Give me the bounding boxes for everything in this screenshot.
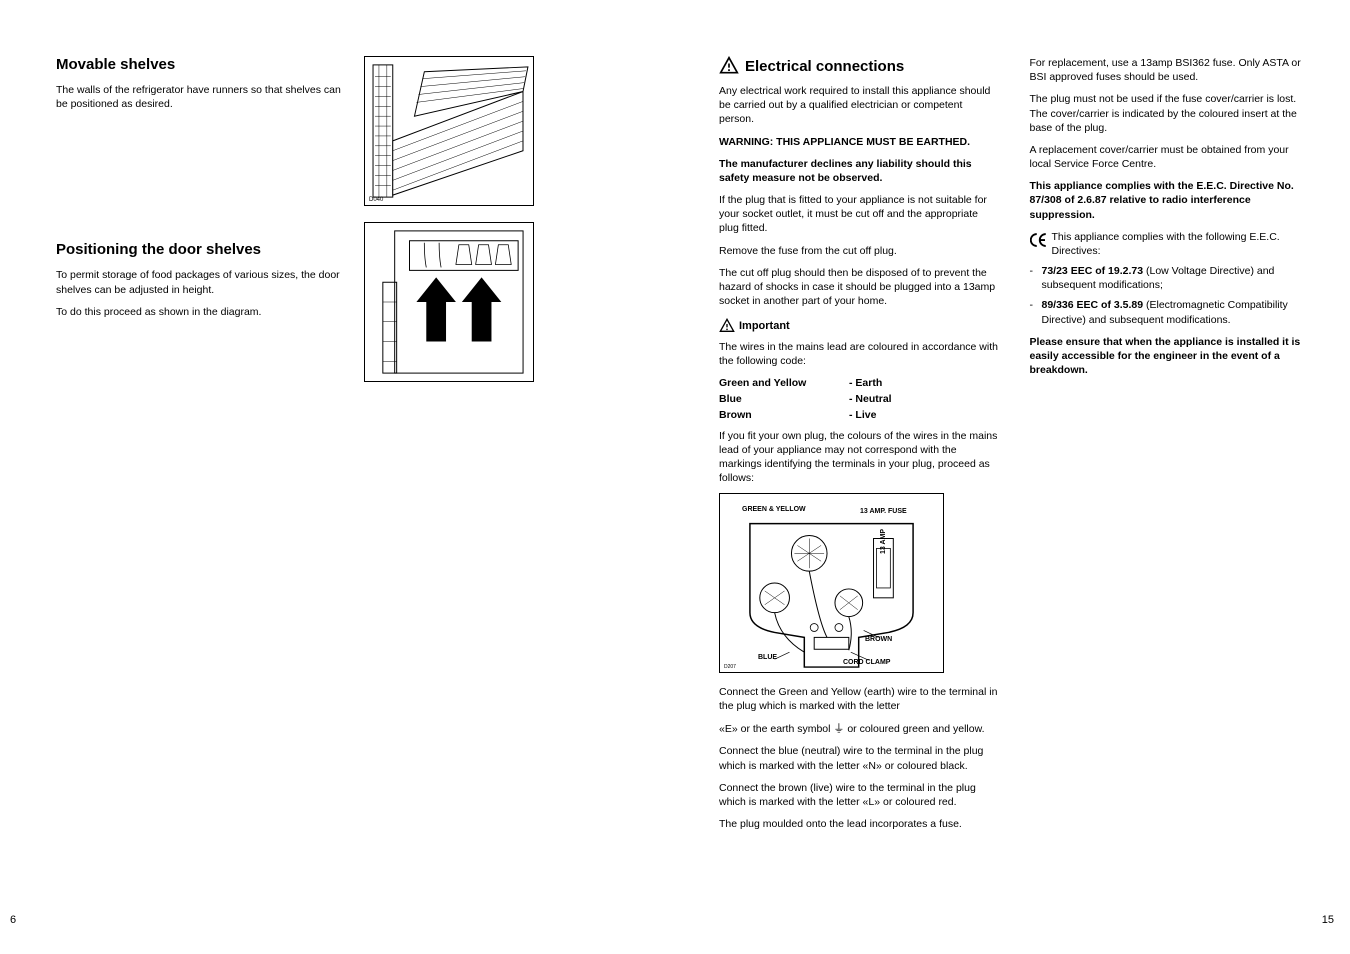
plug-code: D207 <box>724 664 736 670</box>
section2: Positioning the door shelves To permit s… <box>56 241 346 319</box>
electrical-title: Electrical connections <box>745 58 904 75</box>
plug-label-gy: GREEN & YELLOW <box>742 506 806 513</box>
ce-row: This appliance complies with the followi… <box>1030 230 1311 258</box>
page-spread: Movable shelves The walls of the refrige… <box>0 0 1350 954</box>
wire-value: - Neutral <box>849 393 892 405</box>
section1-title: Movable shelves <box>56 56 346 73</box>
ec-p2: WARNING: THIS APPLIANCE MUST BE EARTHED. <box>719 135 1000 149</box>
plug-label-fuse: 13 AMP. FUSE <box>860 508 907 515</box>
right-columns: Electrical connections Any electrical wo… <box>719 56 1310 839</box>
wire-value: - Live <box>849 409 876 421</box>
left-figure-column: D040 <box>364 56 534 394</box>
wire-color: Green and Yellow <box>719 377 849 389</box>
section2-title: Positioning the door shelves <box>56 241 346 258</box>
section1-text: The walls of the refrigerator have runne… <box>56 83 346 111</box>
plug-label-brown: BROWN <box>865 636 892 643</box>
warning-triangle-icon <box>719 56 739 76</box>
right-col1: Electrical connections Any electrical wo… <box>719 56 1000 839</box>
wire-table: Green and Yellow - Earth Blue - Neutral … <box>719 377 1000 421</box>
rc2-p3: A replacement cover/carrier must be obta… <box>1030 143 1311 171</box>
warning-triangle-icon <box>719 318 735 334</box>
p9c-text: or coloured green and yellow. <box>844 723 984 735</box>
earth-symbol-icon: ⏚ <box>833 723 844 735</box>
section2-text2: To do this proceed as shown in the diagr… <box>56 305 346 319</box>
dir1a: 73/23 EEC of 19.2.73 <box>1042 265 1144 277</box>
page-number-right: 15 <box>1322 914 1334 926</box>
ec-p4: If the plug that is fitted to your appli… <box>719 193 1000 236</box>
rc2-p2: The plug must not be used if the fuse co… <box>1030 92 1311 135</box>
ec-p9b: «E» or the earth symbol ⏚ or coloured gr… <box>719 722 1000 737</box>
shelves-illustration <box>365 57 533 205</box>
ce-mark-icon <box>1030 231 1048 249</box>
important-title: Important <box>739 320 790 332</box>
rc2-p5: Please ensure that when the appliance is… <box>1030 335 1311 378</box>
page-right: Electrical connections Any electrical wo… <box>675 0 1350 954</box>
wire-row: Green and Yellow - Earth <box>719 377 1000 389</box>
left-text-column: Movable shelves The walls of the refrige… <box>56 56 346 394</box>
page-left: Movable shelves The walls of the refrige… <box>0 0 675 954</box>
figure-label: D040 <box>369 197 383 203</box>
page-number-left: 6 <box>10 914 16 926</box>
p9b-text: «E» or the earth symbol <box>719 723 833 735</box>
plug-label-fuse-v: 13 AMP <box>880 529 887 554</box>
directive-item: 89/336 EEC of 3.5.89 (Electromagnetic Co… <box>1030 298 1311 326</box>
figure-shelves: D040 <box>364 56 534 206</box>
door-shelves-illustration <box>365 223 533 381</box>
ec-p9a: Connect the Green and Yellow (earth) wir… <box>719 685 1000 713</box>
section2-text1: To permit storage of food packages of va… <box>56 268 346 296</box>
ec-p6: The cut off plug should then be disposed… <box>719 266 1000 309</box>
rc2-p4: This appliance complies with the E.E.C. … <box>1030 179 1311 222</box>
directive-list: 73/23 EEC of 19.2.73 (Low Voltage Direct… <box>1030 264 1311 327</box>
wire-color: Brown <box>719 409 849 421</box>
ec-p8: If you fit your own plug, the colours of… <box>719 429 1000 486</box>
figure-door-shelves <box>364 222 534 382</box>
ce-text: This appliance complies with the followi… <box>1052 230 1311 258</box>
ec-p7: The wires in the mains lead are coloured… <box>719 340 1000 368</box>
ec-p12: The plug moulded onto the lead incorpora… <box>719 817 1000 831</box>
plug-label-clamp: CORD CLAMP <box>843 659 890 666</box>
wire-row: Brown - Live <box>719 409 1000 421</box>
directive-item: 73/23 EEC of 19.2.73 (Low Voltage Direct… <box>1030 264 1311 292</box>
wire-color: Blue <box>719 393 849 405</box>
ec-p10: Connect the blue (neutral) wire to the t… <box>719 744 1000 772</box>
wire-value: - Earth <box>849 377 882 389</box>
ec-p3: The manufacturer declines any liability … <box>719 157 1000 185</box>
electrical-heading: Electrical connections <box>719 56 1000 76</box>
plug-label-blue: BLUE <box>758 654 777 661</box>
plug-svg <box>720 494 943 672</box>
left-content: Movable shelves The walls of the refrige… <box>56 56 627 394</box>
rc2-p1: For replacement, use a 13amp BSI362 fuse… <box>1030 56 1311 84</box>
ec-p11: Connect the brown (live) wire to the ter… <box>719 781 1000 809</box>
ec-p5: Remove the fuse from the cut off plug. <box>719 244 1000 258</box>
dir2a: 89/336 EEC of 3.5.89 <box>1042 299 1144 311</box>
right-col2: For replacement, use a 13amp BSI362 fuse… <box>1030 56 1311 839</box>
ec-p1: Any electrical work required to install … <box>719 84 1000 127</box>
important-heading: Important <box>719 318 1000 334</box>
plug-diagram: GREEN & YELLOW 13 AMP. FUSE 13 AMP BROWN… <box>719 493 944 673</box>
wire-row: Blue - Neutral <box>719 393 1000 405</box>
